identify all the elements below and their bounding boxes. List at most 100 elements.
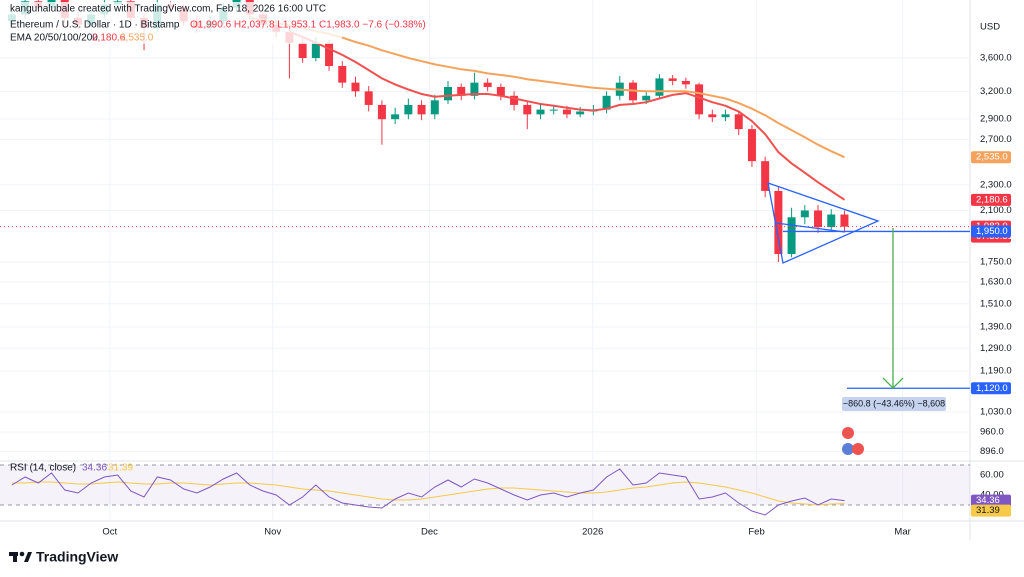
y-tick-label: 3,200.0 [980,86,1012,97]
candle-body [562,109,571,115]
candle-body [351,82,360,92]
y-tick-label: 2,300.0 [980,179,1012,190]
candle-body [417,104,426,115]
y-tick-label: 3,600.0 [980,53,1012,64]
rsi-tag-label: 34.36 [976,495,1000,506]
ema-value: 2,180.6 [92,33,126,44]
y-tick-label: 960.0 [980,426,1004,437]
candle-body [443,86,452,101]
candle-body [787,217,796,255]
y-tick-label: 1,630.0 [980,277,1012,288]
candle-body [827,214,836,228]
y-tick-label: 2,100.0 [980,205,1012,216]
news-icon[interactable] [852,443,864,455]
y-tick-label: 60.00 [980,470,1004,481]
ema-label: EMA 20/50/100/200 [10,33,98,44]
candle-body [430,100,439,115]
candle-body [325,42,334,67]
candle-body [655,78,664,96]
candle-body [695,84,704,115]
candle-body [523,104,532,115]
y-tick-label: 2,900.0 [980,114,1012,125]
candle-body [681,80,690,85]
currency: USD [980,22,1000,33]
candle-body [298,42,307,59]
rsi-band [0,465,970,505]
price-tag-label: 1,120.0 [976,383,1008,394]
candle-body [496,86,505,96]
candle-body [311,42,320,59]
candle-body [404,104,413,115]
y-tick-label: 896.0 [980,446,1004,457]
plot-area [0,0,970,520]
y-tick-label: 1,290.0 [980,343,1012,354]
y-tick-label: 1,510.0 [980,298,1012,309]
candle-body [536,109,545,115]
pennant-inner [775,222,846,233]
candle-body [549,109,558,111]
candle-body [576,111,585,115]
pennant-drawing [767,182,880,264]
candle-body [800,210,809,218]
candle-body [338,66,347,83]
x-tick-label: Feb [748,527,764,538]
ema-value: 2,535.0 [120,33,154,44]
rsi-tag-label: 31.39 [976,505,1000,516]
candle-body [840,214,849,227]
candle-body [364,91,373,105]
news-icon[interactable] [842,427,854,439]
x-tick-label: Dec [421,527,438,538]
arrow-head [882,377,904,389]
target-arrow [882,228,904,389]
footer-logo: TradingView [36,549,118,565]
y-tick-label: 1,190.0 [980,366,1012,377]
x-tick-label: Mar [894,527,910,538]
candle-body [510,95,519,105]
pennant-outline [767,182,880,264]
candle-body [602,95,611,110]
rsi-readout: 34.36 [82,463,107,474]
x-tick-label: Oct [102,527,117,538]
logo-part [13,552,17,562]
line-series [289,30,846,201]
y-tick-label: 1,030.0 [980,406,1012,417]
candle-body [814,210,823,228]
price-tag-label: 1,950.0 [976,226,1008,237]
ohlc: O1,990.6 H2,037.8 L1,953.1 C1,983.0 −7.6… [190,20,426,31]
candle-body [642,95,651,101]
y-tick-label: 1,390.0 [980,322,1012,333]
header-bg [2,2,342,44]
candle-body [734,114,743,130]
candle-body [774,190,783,255]
candle-body [483,82,492,87]
price-tag [971,193,1011,206]
rsi-ma-readout: 31.39 [108,463,133,474]
price-tag [971,382,1011,395]
price-tag-label: 2,535.0 [976,152,1008,163]
candle-body [708,114,717,118]
measure-label: −860.8 (−43.46%) −8,608 [843,398,945,408]
rsi-title: RSI (14, close) [10,463,76,474]
price-tag-label: 2,180.6 [976,194,1008,205]
price-tag [971,225,1011,238]
line-series [249,16,845,159]
x-tick-label: 2026 [582,527,603,538]
rsi-tag [971,494,1011,507]
line-series [11,468,845,516]
logo-icon [9,551,32,562]
candle-body [761,161,770,191]
news-icon[interactable] [842,443,854,455]
attribution: kanguhalubale created with TradingView.c… [10,4,326,15]
measure-box [842,397,946,411]
logo-part [19,551,25,557]
x-tick-label: Nov [264,527,281,538]
y-tick-label: 2,700.0 [980,134,1012,145]
candle-body [391,114,400,120]
y-tick-label: 1,750.0 [980,257,1012,268]
candle-body [747,129,756,162]
candle-body [470,82,479,96]
candle-body [668,78,677,81]
candle-body [457,86,466,96]
rsi-tag [971,504,1011,517]
